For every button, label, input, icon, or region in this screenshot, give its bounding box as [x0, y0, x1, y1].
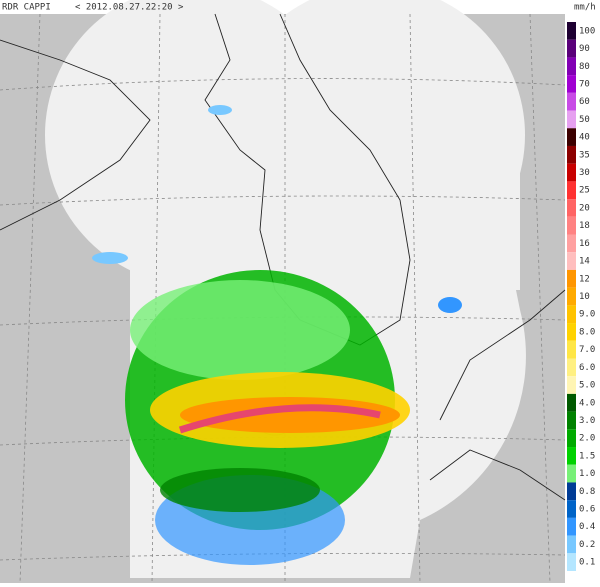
legend-label: 14	[579, 257, 590, 267]
legend-swatch	[567, 376, 576, 394]
legend-swatch	[567, 234, 576, 253]
precipitation	[92, 105, 462, 565]
legend-label: 50	[579, 115, 590, 125]
legend-label: 0.4	[579, 522, 595, 532]
legend-label: 16	[579, 239, 590, 249]
legend-swatch	[567, 92, 576, 111]
legend-label: 4.0	[579, 398, 595, 408]
legend-label: 60	[579, 97, 590, 107]
legend-swatch	[567, 482, 576, 501]
legend-swatch	[567, 340, 576, 359]
legend-label: 7.0	[579, 345, 595, 355]
legend-swatch	[567, 110, 576, 129]
unit-label: mm/h	[574, 3, 596, 13]
legend-label: 18	[579, 221, 590, 231]
legend-label: 5.0	[579, 381, 595, 391]
legend-label: 20	[579, 203, 590, 213]
legend-swatch	[567, 39, 576, 58]
timestamp-nav[interactable]: < 2012.08.27.22:20 >	[75, 3, 184, 13]
legend-swatch	[567, 447, 576, 465]
legend-label: 100	[579, 26, 595, 36]
legend-label: 9.0	[579, 310, 595, 320]
color-legend: 100 90 80 70 60 50 40 35 30 25 20 18 16 14 12 10 9.0 8.0 7…	[567, 22, 595, 571]
legend-label: 0.2	[579, 540, 595, 550]
legend-label: 70	[579, 79, 590, 89]
legend-swatch	[567, 464, 576, 483]
legend-swatch	[567, 358, 576, 377]
legend-label: 35	[579, 150, 590, 160]
legend-label: 0.8	[579, 487, 595, 497]
legend-swatch	[567, 287, 576, 306]
legend-label: 0.6	[579, 505, 595, 515]
legend-swatch	[567, 199, 576, 217]
legend-swatch	[567, 393, 576, 412]
legend-label: 2.0	[579, 434, 595, 444]
legend-label: 12	[579, 274, 590, 284]
legend-swatch	[567, 163, 576, 182]
legend-swatch	[567, 269, 576, 288]
legend-label: 90	[579, 44, 590, 54]
legend-label: 25	[579, 186, 590, 196]
legend-swatch	[567, 145, 576, 164]
legend-swatch	[567, 305, 576, 324]
legend-label: 30	[579, 168, 590, 178]
legend-swatch	[567, 517, 576, 536]
product-name: RDR CAPPI	[2, 3, 51, 13]
legend-label: 3.0	[579, 416, 595, 426]
legend-label: 40	[579, 133, 590, 143]
legend-swatch	[567, 252, 576, 270]
legend-label: 1.5	[579, 451, 595, 461]
legend-swatch	[567, 500, 576, 518]
legend-swatch	[567, 22, 576, 40]
legend-swatch	[567, 181, 576, 200]
legend-swatch	[567, 429, 576, 448]
legend-label: 1.0	[579, 469, 595, 479]
legend-label: 80	[579, 62, 590, 72]
legend-swatch	[567, 216, 576, 235]
legend-swatch	[567, 128, 576, 146]
legend-label: 6.0	[579, 363, 595, 373]
legend-swatch	[567, 553, 576, 571]
legend-label: 8.0	[579, 327, 595, 337]
legend-swatch	[567, 75, 576, 93]
legend-swatch	[567, 57, 576, 76]
legend-swatch	[567, 411, 576, 430]
legend-swatch	[567, 535, 576, 554]
legend-label: 0.1	[579, 558, 595, 568]
legend-swatch	[567, 323, 576, 341]
legend-label: 10	[579, 292, 590, 302]
